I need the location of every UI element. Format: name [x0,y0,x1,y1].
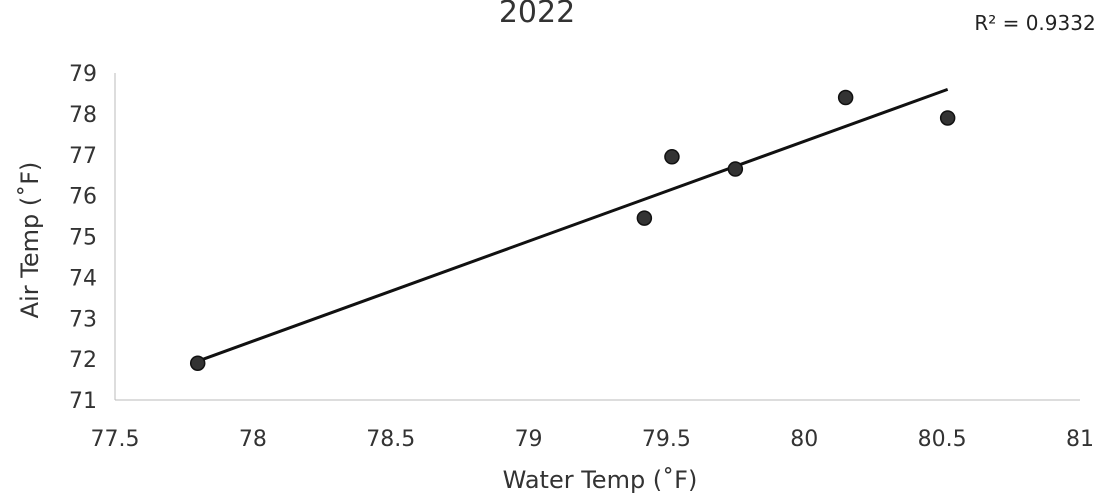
x-tick-label: 80.5 [918,427,967,452]
chart-title: 2022 [499,0,575,30]
y-tick-labels: 71 72 73 74 75 76 77 78 79 [69,62,97,414]
data-point [636,210,653,226]
y-tick-label: 78 [69,103,97,128]
data-point [837,89,854,106]
x-tick-labels: 77.5 78 78.5 79 79.5 80 80.5 81 [91,427,1094,452]
y-tick-label: 74 [69,266,97,291]
y-tick-label: 71 [69,389,97,414]
x-tick-label: 81 [1066,427,1094,452]
x-axis-title: Water Temp (˚F) [503,466,698,494]
y-tick-label: 75 [69,226,97,251]
y-tick-label: 76 [69,185,97,210]
x-tick-label: 79.5 [642,427,691,452]
x-tick-label: 78 [239,427,267,452]
y-tick-label: 79 [69,62,97,87]
y-axis-title: Air Temp (˚F) [16,162,44,319]
data-points [189,89,956,371]
data-point [189,355,206,371]
x-tick-label: 77.5 [91,427,140,452]
data-point [727,161,744,177]
x-tick-label: 80 [790,427,818,452]
y-tick-label: 77 [69,144,97,169]
data-point [939,110,956,126]
r-squared-annotation: R² = 0.9332 [974,11,1095,35]
x-tick-label: 79 [515,427,543,452]
x-tick-label: 78.5 [366,427,415,452]
data-point [664,149,680,165]
y-tick-label: 73 [69,307,97,332]
y-tick-label: 72 [69,348,97,373]
trendline [197,87,949,363]
